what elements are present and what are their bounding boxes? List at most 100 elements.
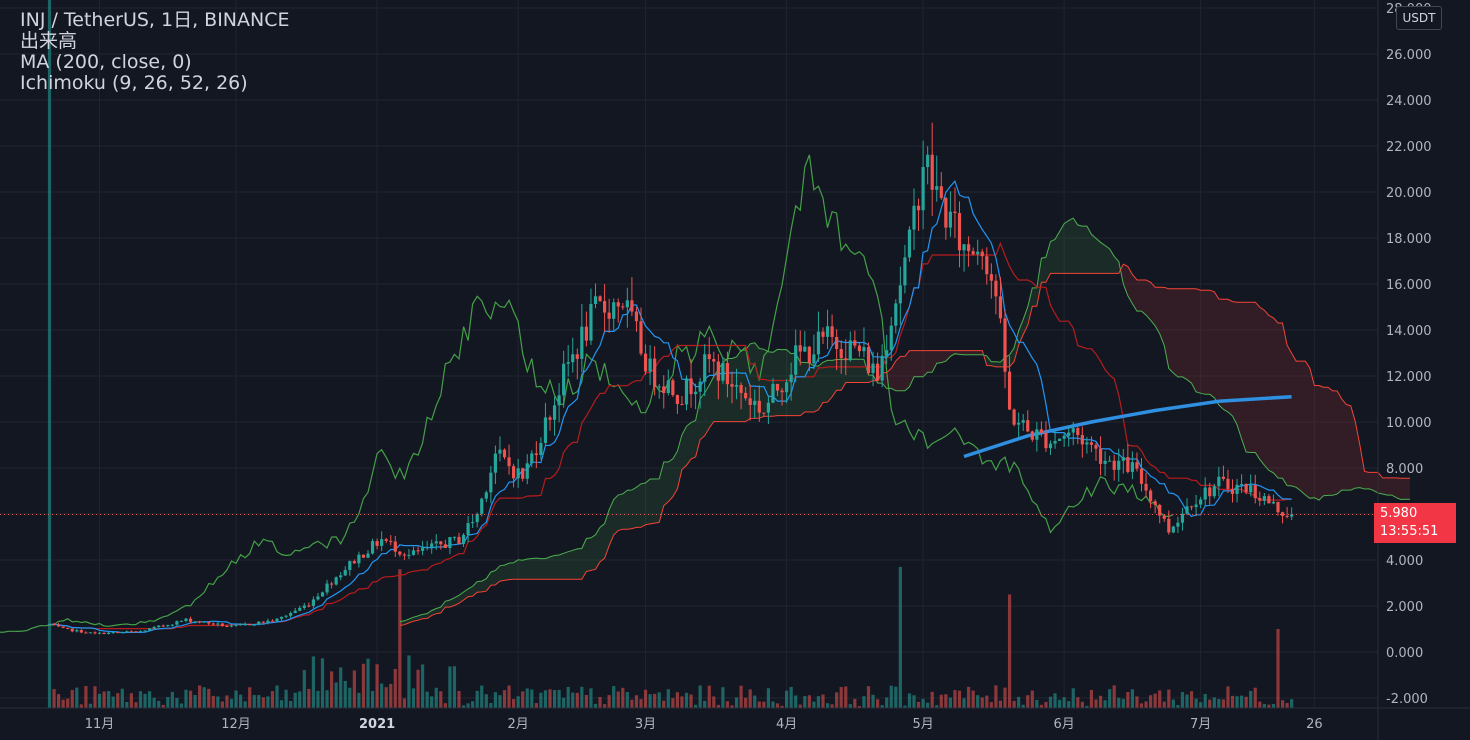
- cloud-segment: [1064, 220, 1069, 274]
- candle-body: [339, 575, 343, 578]
- volume-bar: [289, 701, 293, 708]
- currency-badge[interactable]: USDT: [1396, 6, 1442, 30]
- x-tick-label: 26: [1306, 717, 1323, 732]
- candle-body: [625, 300, 629, 308]
- cloud-segment: [627, 490, 632, 530]
- cloud-segment: [681, 426, 687, 470]
- volume-bar: [84, 686, 88, 708]
- candle-body: [1139, 468, 1144, 484]
- candle-body: [1026, 420, 1030, 432]
- candle-body: [921, 167, 925, 211]
- cloud-segment: [1127, 266, 1133, 304]
- volume-bar: [1271, 703, 1276, 708]
- candle-body: [953, 211, 957, 214]
- volume-bar: [643, 689, 648, 708]
- cloud-segment: [545, 556, 550, 580]
- volume-bar: [175, 698, 179, 708]
- candle-body: [675, 395, 679, 405]
- volume-bar: [516, 696, 520, 708]
- cloud-segment: [1177, 288, 1183, 377]
- cloud-segment: [950, 350, 955, 357]
- candle-body: [125, 631, 129, 633]
- volume-bar: [334, 682, 338, 708]
- cloud-segment: [732, 356, 737, 422]
- legend-volume[interactable]: 出来高: [20, 30, 78, 52]
- volume-bar: [939, 694, 943, 708]
- volume-bar: [971, 690, 975, 708]
- cloud-segment: [1073, 218, 1078, 274]
- cloud-segment: [986, 355, 992, 366]
- volume-bar: [903, 705, 907, 708]
- candle-body: [1062, 435, 1066, 439]
- volume-bar: [985, 695, 989, 708]
- volume-bar: [1203, 693, 1207, 708]
- legend-ma[interactable]: MA (200, close, 0): [20, 51, 192, 73]
- candle-body: [211, 623, 215, 625]
- candle-body: [721, 363, 725, 381]
- cloud-segment: [449, 597, 455, 608]
- volume-bar: [539, 692, 543, 708]
- cloud-segment: [691, 420, 696, 460]
- cloud-segment: [1077, 224, 1083, 274]
- candle-body: [1167, 518, 1171, 533]
- x-tick-label: 4月: [776, 717, 797, 732]
- candle-body: [771, 383, 775, 403]
- x-tick-label: 12月: [221, 717, 251, 732]
- candle-body: [539, 443, 543, 456]
- volume-bar: [425, 691, 429, 708]
- volume-bar: [744, 697, 748, 708]
- candle-body: [1085, 442, 1089, 445]
- cloud-segment: [586, 537, 591, 572]
- candle-body: [1053, 440, 1057, 444]
- candle-body: [612, 302, 616, 319]
- candle-body: [794, 345, 798, 375]
- cloud-segment: [1155, 287, 1160, 334]
- candle-body: [316, 596, 320, 600]
- volume-bar: [448, 666, 452, 708]
- cloud-segment: [1223, 299, 1228, 413]
- cloud-segment: [595, 527, 601, 570]
- candle-body: [1044, 432, 1048, 449]
- candle-body: [411, 550, 416, 555]
- cloud-segment: [763, 349, 769, 417]
- volume-bar: [1062, 697, 1066, 708]
- volume-bar: [835, 692, 839, 708]
- volume-bar: [1030, 690, 1034, 708]
- volume-bar: [1171, 699, 1175, 708]
- volume-bar: [766, 688, 770, 708]
- cloud-segment: [900, 356, 905, 391]
- volume-bar: [716, 704, 720, 708]
- candle-body: [557, 395, 561, 406]
- candle-body: [298, 607, 302, 611]
- volume-bar: [1012, 700, 1016, 708]
- candle-body: [621, 306, 625, 308]
- x-tick-label: 6月: [1054, 717, 1075, 732]
- volume-bar: [967, 686, 971, 708]
- volume-bar: [926, 702, 930, 708]
- volume-bar: [480, 685, 484, 708]
- candle-body: [1071, 428, 1075, 433]
- candle-body: [707, 354, 711, 360]
- candle-body: [825, 326, 830, 337]
- volume-bar: [807, 695, 811, 708]
- volume-bar: [616, 691, 620, 708]
- volume-bar: [1085, 705, 1089, 708]
- cloud-segment: [590, 534, 596, 571]
- candle-body: [198, 621, 202, 623]
- volume-bar: [839, 687, 843, 708]
- volume-bar: [507, 685, 511, 708]
- legend-ichimoku[interactable]: Ichimoku (9, 26, 52, 26): [20, 72, 248, 94]
- candle-body: [857, 345, 861, 352]
- volume-bar: [384, 687, 388, 708]
- volume-bar: [284, 689, 288, 708]
- candle-body: [757, 400, 761, 413]
- x-tick-label: 11月: [85, 717, 115, 732]
- candle-body: [120, 632, 124, 634]
- candle-body: [375, 541, 379, 546]
- volume-bar: [393, 668, 397, 708]
- cloud-segment: [518, 559, 523, 580]
- cloud-segment: [1373, 472, 1379, 493]
- candle-body: [57, 624, 61, 627]
- legend-symbol[interactable]: INJ / TetherUS, 1日, BINANCE: [20, 9, 290, 31]
